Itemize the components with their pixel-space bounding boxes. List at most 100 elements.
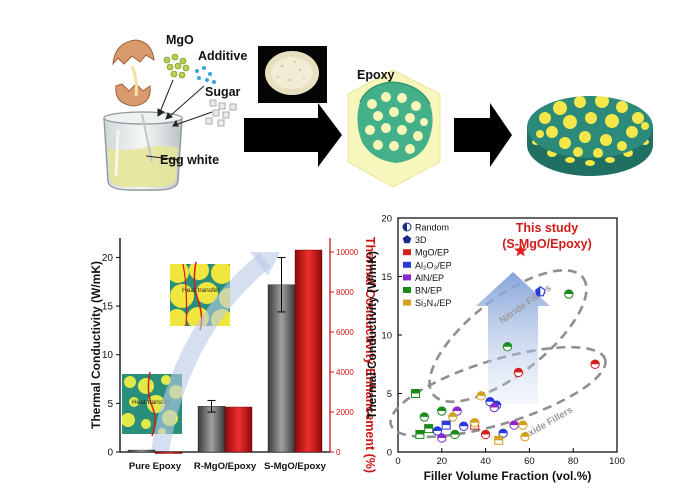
y-tick-label: 20 xyxy=(381,214,392,225)
label-epoxy: Epoxy xyxy=(357,68,395,82)
data-point-fill xyxy=(442,421,451,426)
y-tick-label: 0 xyxy=(387,448,392,459)
y2-tick-label: 2000 xyxy=(336,408,354,417)
bar-thermal-conductivity xyxy=(267,284,296,453)
data-point-fill xyxy=(498,429,508,434)
y2-tick-label: 10000 xyxy=(336,248,359,257)
egg-white-pointer xyxy=(145,155,181,161)
data-point-fill xyxy=(459,422,468,427)
x-tick-label: 0 xyxy=(395,456,400,467)
data-point-fill xyxy=(437,433,446,438)
y2-axis-title: Thermal Conductivity Enhancement (%) xyxy=(363,237,377,473)
composite-disc xyxy=(527,96,653,176)
y-tick-label: 10 xyxy=(381,331,392,342)
label-additive: Additive xyxy=(198,49,247,63)
y2-tick-label: 8000 xyxy=(336,288,354,297)
mgo-particles-icon xyxy=(163,53,190,79)
label-egg-white: Egg white xyxy=(160,153,219,167)
data-point-fill xyxy=(470,418,479,423)
legend-label: AlN/EP xyxy=(415,273,444,283)
additive-particles-icon xyxy=(195,66,216,84)
data-point-fill xyxy=(424,424,433,429)
data-point-fill xyxy=(590,360,600,365)
y-tick-label: 10 xyxy=(102,350,114,361)
data-point-fill xyxy=(415,430,424,435)
bar-thermal-conductivity xyxy=(127,449,156,453)
x-tick-label: 100 xyxy=(609,456,625,467)
data-point-fill xyxy=(450,430,460,435)
data-point-fill xyxy=(520,432,530,437)
data-point-fill xyxy=(518,420,528,426)
data-point-fill xyxy=(485,397,495,402)
y-tick-label: 5 xyxy=(107,399,113,410)
legend-marker xyxy=(403,299,411,306)
x-tick-label: 60 xyxy=(524,456,535,467)
inset-heat-transfer-label: Heat transfer xyxy=(182,287,220,294)
y-tick-label: 15 xyxy=(381,272,392,283)
data-point-fill xyxy=(481,430,490,435)
inset-heat-transfer-label-2: Heat transfer xyxy=(132,399,170,406)
data-point-fill xyxy=(494,436,503,441)
legend: Random 3D MgO/EP Al₂O₃/EP AlN/EP BN/EP Si₃N₄/E… xyxy=(402,222,452,308)
legend-label: BN/EP xyxy=(415,286,442,296)
this-study-star-marker xyxy=(514,243,528,257)
data-point-fill xyxy=(490,403,499,408)
data-point-fill xyxy=(433,426,442,431)
legend-label: 3D xyxy=(415,235,427,245)
label-mgo: MgO xyxy=(166,33,194,47)
legend-marker xyxy=(403,274,411,281)
bar-enhancement xyxy=(224,406,253,453)
y-axis-title: Thermal Conductivity (W/mK) xyxy=(365,251,379,419)
y2-tick-label: 4000 xyxy=(336,368,354,377)
x-tick-label: Pure Epoxy xyxy=(129,461,182,472)
sugar-particles-icon xyxy=(205,99,237,127)
bar-enhancement xyxy=(294,249,323,453)
trend-arrow-icon xyxy=(151,253,271,454)
legend-label: MgO/EP xyxy=(415,248,449,258)
legend-label: Al₂O₃/EP xyxy=(415,260,452,270)
data-point-fill xyxy=(477,391,486,396)
label-this-study: This study xyxy=(516,221,579,235)
process-arrow-1-icon xyxy=(244,103,342,167)
fabrication-schematic: MgO Additive Sugar Egg white xyxy=(103,33,653,191)
bar-enhancement xyxy=(154,451,183,454)
data-point-fill xyxy=(509,420,519,426)
x-tick-label: S-MgO/Epoxy xyxy=(264,461,326,472)
data-point-fill xyxy=(437,406,446,412)
data-point-fill xyxy=(452,406,462,412)
y2-tick-label: 6000 xyxy=(336,328,354,337)
legend-marker xyxy=(403,261,411,268)
egg-shell-icon xyxy=(112,39,155,107)
label-sugar: Sugar xyxy=(205,85,241,99)
y-tick-label: 15 xyxy=(102,302,114,313)
process-arrow-2-icon xyxy=(454,103,512,167)
y-tick-label: 20 xyxy=(102,253,114,264)
y-tick-label: 0 xyxy=(107,448,113,459)
legend-marker xyxy=(403,249,411,256)
x-axis-title: Filler Volume Fraction (vol.%) xyxy=(424,469,592,483)
y-tick-label: 5 xyxy=(387,389,392,400)
x-tick-label: 20 xyxy=(437,456,448,467)
x-tick-label: 80 xyxy=(568,456,579,467)
data-point-fill xyxy=(514,368,523,373)
data-point-fill xyxy=(535,286,541,296)
legend-marker xyxy=(402,235,412,244)
bar-chart: Heat transfer Heat transfer 0 5 10 15 20 0 200… xyxy=(89,237,377,473)
data-point-fill xyxy=(420,412,429,417)
legend-marker xyxy=(403,287,411,293)
data-point-fill xyxy=(411,389,420,394)
x-tick-label: R-MgO/Epoxy xyxy=(194,461,257,472)
data-point-fill xyxy=(564,289,574,295)
legend-label: Random xyxy=(415,223,449,233)
beaker-icon xyxy=(103,111,183,191)
improvement-arrow-icon xyxy=(476,272,550,404)
y-axis-title: Thermal Conductivity (W/mK) xyxy=(89,261,103,429)
x-tick-label: 40 xyxy=(480,456,491,467)
y2-tick-label: 0 xyxy=(336,448,341,457)
bar-thermal-conductivity xyxy=(197,406,226,453)
legend-marker-fill xyxy=(403,223,407,231)
ingredient-arrows xyxy=(157,79,213,127)
data-point-fill xyxy=(448,412,457,417)
